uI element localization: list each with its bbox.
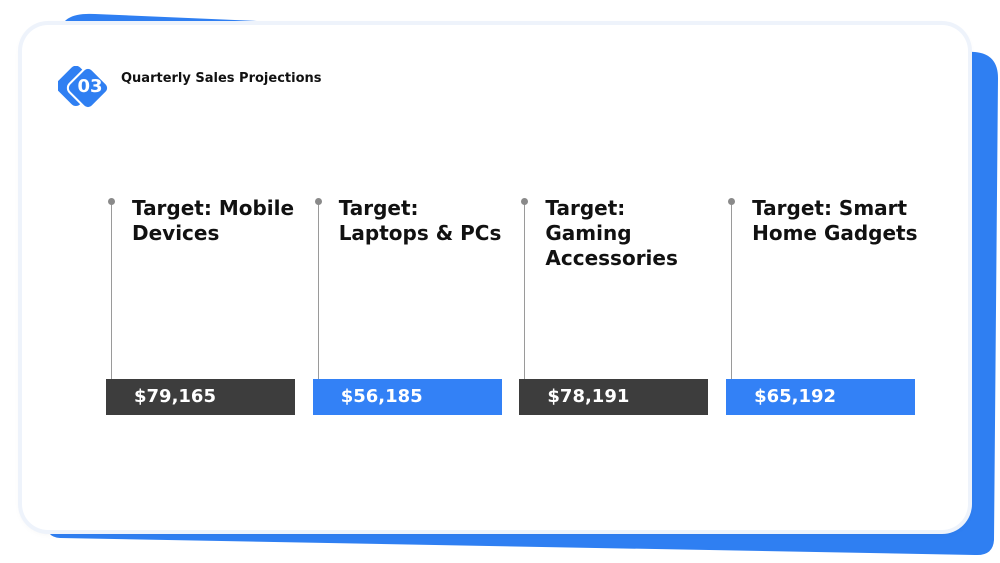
stem-line xyxy=(317,202,319,379)
target-label: Target: Mobile Devices xyxy=(132,196,295,245)
badge-shape xyxy=(58,66,110,110)
card xyxy=(22,25,968,530)
value-bar: $79,165 xyxy=(106,379,295,415)
badge-number: 03 xyxy=(77,76,103,97)
target-label: Target: Gaming Accessories xyxy=(545,196,678,270)
stem-line xyxy=(111,202,112,379)
stem-dot xyxy=(314,198,322,205)
target-label: Target: Laptops & PCs xyxy=(338,196,502,245)
target-label: Target: Smart Home Gadgets xyxy=(752,196,918,245)
value-bar: $78,191 xyxy=(519,379,709,415)
value-bar: $65,192 xyxy=(726,379,916,415)
target-value: $78,191 xyxy=(547,386,630,407)
value-bar: $56,185 xyxy=(312,379,502,415)
slide-title: Quarterly Sales Projections xyxy=(121,71,322,86)
stem-line xyxy=(731,202,733,379)
target-value: $56,185 xyxy=(340,386,423,407)
target-value: $65,192 xyxy=(754,386,837,407)
stem-dot xyxy=(728,198,736,205)
target-item: Target: Mobile Devices $79,165 xyxy=(106,196,296,415)
target-item: Target: Smart Home Gadgets $65,192 xyxy=(726,196,918,415)
stem-dot xyxy=(521,198,529,205)
stem-line xyxy=(524,202,526,379)
target-value: $79,165 xyxy=(134,386,216,407)
target-item: Target: Gaming Accessories $78,191 xyxy=(519,196,709,415)
stem-dot xyxy=(108,198,115,205)
target-item: Target: Laptops & PCs $56,185 xyxy=(312,196,503,415)
